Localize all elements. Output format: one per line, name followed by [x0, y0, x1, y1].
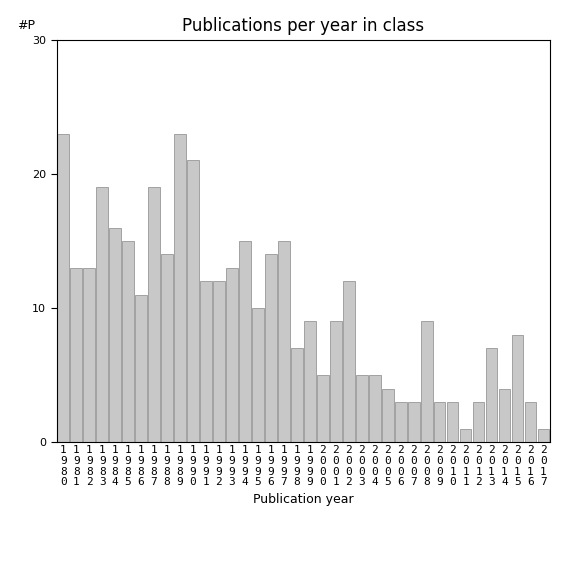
Bar — [511, 335, 523, 442]
Bar — [187, 160, 199, 442]
Bar — [265, 255, 277, 442]
Bar — [343, 281, 354, 442]
Bar — [226, 268, 238, 442]
Bar — [395, 402, 407, 442]
Bar — [213, 281, 225, 442]
Bar — [161, 255, 173, 442]
Bar — [460, 429, 471, 442]
Bar — [136, 295, 147, 442]
Bar — [538, 429, 549, 442]
Bar — [83, 268, 95, 442]
Bar — [408, 402, 420, 442]
Bar — [447, 402, 459, 442]
Bar — [382, 388, 393, 442]
Bar — [486, 348, 497, 442]
Bar — [122, 241, 134, 442]
Bar — [200, 281, 212, 442]
Bar — [434, 402, 446, 442]
Bar — [304, 321, 316, 442]
Bar — [96, 187, 108, 442]
Bar — [356, 375, 367, 442]
X-axis label: Publication year: Publication year — [253, 493, 354, 506]
Bar — [473, 402, 484, 442]
Bar — [499, 388, 510, 442]
Bar — [524, 402, 536, 442]
Bar — [70, 268, 82, 442]
Text: #P: #P — [17, 19, 35, 32]
Bar — [148, 187, 160, 442]
Title: Publications per year in class: Publications per year in class — [182, 18, 425, 35]
Bar — [239, 241, 251, 442]
Bar — [291, 348, 303, 442]
Bar — [317, 375, 329, 442]
Bar — [174, 134, 186, 442]
Bar — [57, 134, 69, 442]
Bar — [278, 241, 290, 442]
Bar — [421, 321, 433, 442]
Bar — [252, 308, 264, 442]
Bar — [369, 375, 380, 442]
Bar — [330, 321, 342, 442]
Bar — [109, 227, 121, 442]
